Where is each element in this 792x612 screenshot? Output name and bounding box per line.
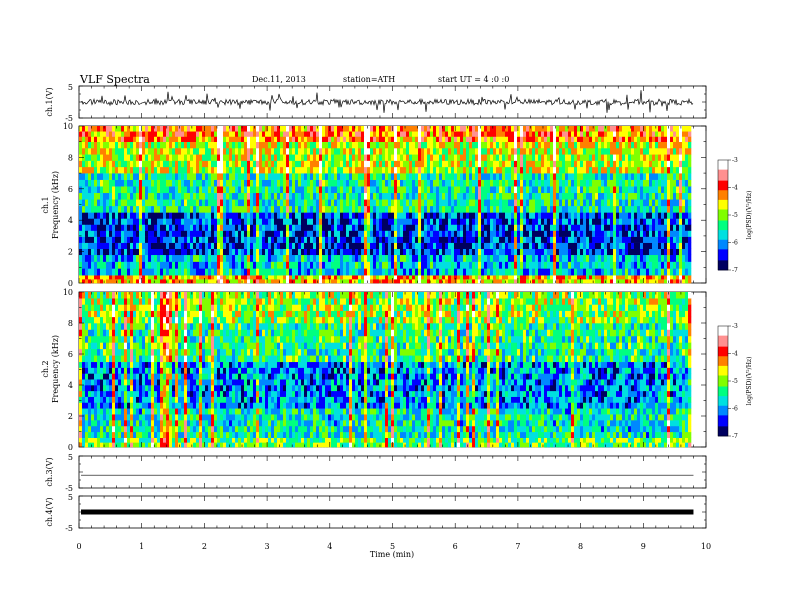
freq-tick-label: 4 [68, 216, 73, 225]
x-axis-label: Time (min) [370, 550, 414, 559]
ch1-colorbar-label: log(PSD)(V²/Hz) [746, 191, 753, 240]
ch4-waveform-trace [81, 509, 694, 515]
ch2-colorbar-label: log(PSD)(V²/Hz) [746, 357, 753, 406]
ch1-ytick-top: 5 [68, 83, 73, 92]
freq-tick-label: 2 [68, 412, 73, 421]
ch3-ytick-bottom: -5 [65, 484, 73, 493]
colorbar-tick-label: -4 [732, 185, 738, 192]
ch1-spectrogram-channel-label: ch.1 [41, 196, 50, 213]
x-tick-label: 6 [453, 542, 458, 551]
ch1-ytick-bottom: -5 [65, 114, 73, 123]
ch1-waveform-trace [80, 90, 694, 113]
freq-tick-label: 8 [68, 153, 73, 162]
ch4-ytick-top: 5 [68, 493, 73, 502]
freq-tick-label: 10 [63, 288, 73, 297]
colorbar-tick-label: -6 [732, 240, 738, 247]
ch1-colorbar: -3 -4 -5 -6 -7 [717, 157, 738, 274]
ch4-waveform-ylabel: ch.4(V) [45, 497, 54, 526]
date-label: Dec.11, 2013 [252, 75, 306, 84]
freq-tick-label: 4 [68, 381, 73, 390]
colorbar-tick-label: -5 [732, 212, 738, 219]
ch4-ytick-bottom: -5 [65, 524, 73, 533]
figure-title: VLF Spectra [79, 73, 150, 86]
colorbar-tick-label: -6 [732, 406, 738, 413]
start-time-label: start UT = 4 :0 :0 [438, 75, 509, 84]
colorbar-tick-label: -3 [732, 323, 738, 330]
ch3-waveform-ylabel: ch.3(V) [45, 457, 54, 486]
x-tick-label: 8 [578, 542, 583, 551]
ch1-spectrogram-ylabel: Frequency (kHz) [51, 171, 60, 239]
x-tick-label: 2 [202, 542, 207, 551]
ch2-spectrogram [79, 292, 692, 448]
freq-tick-label: 10 [63, 122, 73, 131]
ch3-ytick-top: 5 [68, 453, 73, 462]
freq-tick-label: 6 [68, 185, 73, 194]
ch2-spectrogram-ylabel: Frequency (kHz) [51, 335, 60, 403]
x-tick-label: 0 [76, 542, 81, 551]
ch2-colorbar: -3 -4 -5 -6 -7 [717, 323, 738, 440]
freq-tick-label: 8 [68, 319, 73, 328]
freq-tick-label: 6 [68, 350, 73, 359]
colorbar-tick-label: -7 [732, 267, 738, 274]
colorbar-tick-label: -3 [732, 157, 738, 164]
ch1-spectrogram [79, 126, 692, 284]
x-tick-label: 7 [515, 542, 520, 551]
colorbar-tick-label: -5 [732, 378, 738, 385]
ch1-waveform-ylabel: ch.1(V) [45, 87, 54, 116]
x-tick-label: 1 [139, 542, 144, 551]
x-tick-label: 3 [265, 542, 270, 551]
freq-tick-label: 0 [68, 443, 73, 452]
x-tick-label: 9 [641, 542, 646, 551]
freq-tick-label: 2 [68, 248, 73, 257]
x-tick-label: 5 [390, 542, 395, 551]
x-tick-label: 4 [327, 542, 332, 551]
colorbar-tick-label: -4 [732, 351, 738, 358]
ch2-spectrogram-channel-label: ch.2 [41, 360, 50, 377]
x-tick-label: 10 [701, 542, 711, 551]
colorbar-tick-label: -7 [732, 433, 738, 440]
station-label: station=ATH [343, 75, 395, 84]
freq-tick-label: 0 [68, 279, 73, 288]
